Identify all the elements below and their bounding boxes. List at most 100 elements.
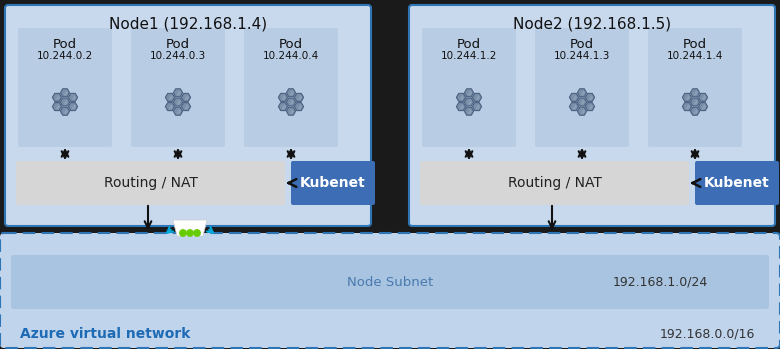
Polygon shape bbox=[289, 99, 294, 104]
Polygon shape bbox=[701, 104, 706, 109]
Polygon shape bbox=[165, 94, 175, 101]
Polygon shape bbox=[580, 99, 585, 104]
FancyBboxPatch shape bbox=[291, 161, 375, 205]
Polygon shape bbox=[459, 104, 464, 109]
Polygon shape bbox=[165, 103, 175, 111]
Polygon shape bbox=[63, 99, 68, 104]
Polygon shape bbox=[297, 104, 302, 109]
Polygon shape bbox=[173, 220, 207, 236]
Polygon shape bbox=[464, 107, 473, 115]
Polygon shape bbox=[173, 89, 183, 97]
Polygon shape bbox=[176, 90, 181, 95]
FancyBboxPatch shape bbox=[422, 28, 516, 147]
FancyBboxPatch shape bbox=[695, 161, 779, 205]
FancyBboxPatch shape bbox=[244, 28, 338, 147]
Polygon shape bbox=[60, 98, 69, 106]
Text: Node Subnet: Node Subnet bbox=[347, 275, 433, 289]
Text: Pod: Pod bbox=[570, 37, 594, 51]
Polygon shape bbox=[294, 94, 303, 101]
Polygon shape bbox=[580, 90, 585, 95]
Polygon shape bbox=[72, 95, 76, 100]
FancyBboxPatch shape bbox=[131, 28, 225, 147]
Polygon shape bbox=[690, 98, 700, 106]
Polygon shape bbox=[698, 94, 707, 101]
Polygon shape bbox=[693, 99, 698, 104]
Polygon shape bbox=[686, 95, 690, 100]
Polygon shape bbox=[569, 103, 579, 111]
Text: Kubenet: Kubenet bbox=[704, 176, 770, 190]
Polygon shape bbox=[176, 109, 181, 114]
Text: Azure virtual network: Azure virtual network bbox=[20, 327, 190, 341]
FancyBboxPatch shape bbox=[420, 161, 689, 205]
Polygon shape bbox=[282, 95, 286, 100]
Polygon shape bbox=[173, 107, 183, 115]
Circle shape bbox=[180, 230, 186, 236]
Polygon shape bbox=[456, 103, 466, 111]
Text: Pod: Pod bbox=[53, 37, 77, 51]
Polygon shape bbox=[476, 104, 480, 109]
Polygon shape bbox=[456, 94, 466, 101]
Polygon shape bbox=[690, 107, 700, 115]
Polygon shape bbox=[168, 95, 173, 100]
Text: 10.244.1.3: 10.244.1.3 bbox=[554, 51, 610, 61]
Polygon shape bbox=[185, 95, 189, 100]
Polygon shape bbox=[289, 109, 294, 114]
Text: 10.244.1.2: 10.244.1.2 bbox=[441, 51, 497, 61]
Polygon shape bbox=[467, 109, 472, 114]
Text: Kubenet: Kubenet bbox=[300, 176, 366, 190]
Polygon shape bbox=[72, 104, 76, 109]
Polygon shape bbox=[467, 99, 472, 104]
Text: 10.244.0.3: 10.244.0.3 bbox=[150, 51, 206, 61]
Text: Pod: Pod bbox=[166, 37, 190, 51]
Polygon shape bbox=[682, 94, 692, 101]
Polygon shape bbox=[286, 89, 296, 97]
Polygon shape bbox=[473, 94, 481, 101]
Polygon shape bbox=[282, 104, 286, 109]
Polygon shape bbox=[63, 90, 68, 95]
Polygon shape bbox=[467, 90, 472, 95]
FancyBboxPatch shape bbox=[16, 161, 285, 205]
Polygon shape bbox=[297, 95, 302, 100]
Polygon shape bbox=[459, 95, 464, 100]
Polygon shape bbox=[476, 95, 480, 100]
FancyBboxPatch shape bbox=[0, 233, 780, 348]
Polygon shape bbox=[577, 98, 587, 106]
Polygon shape bbox=[693, 109, 698, 114]
Polygon shape bbox=[52, 94, 62, 101]
Polygon shape bbox=[573, 95, 577, 100]
Polygon shape bbox=[690, 89, 700, 97]
FancyBboxPatch shape bbox=[5, 5, 371, 226]
FancyBboxPatch shape bbox=[11, 255, 769, 309]
Polygon shape bbox=[60, 89, 69, 97]
Polygon shape bbox=[182, 94, 190, 101]
Polygon shape bbox=[176, 99, 181, 104]
Text: 10.244.0.2: 10.244.0.2 bbox=[37, 51, 93, 61]
Text: 10.244.1.4: 10.244.1.4 bbox=[667, 51, 723, 61]
FancyBboxPatch shape bbox=[648, 28, 742, 147]
Polygon shape bbox=[63, 109, 68, 114]
Polygon shape bbox=[182, 103, 190, 111]
Text: Pod: Pod bbox=[279, 37, 303, 51]
Polygon shape bbox=[286, 107, 296, 115]
FancyBboxPatch shape bbox=[18, 28, 112, 147]
Polygon shape bbox=[464, 89, 473, 97]
Polygon shape bbox=[52, 103, 62, 111]
Polygon shape bbox=[682, 103, 692, 111]
Polygon shape bbox=[69, 103, 77, 111]
Circle shape bbox=[193, 230, 200, 236]
Text: Routing / NAT: Routing / NAT bbox=[104, 176, 197, 190]
Polygon shape bbox=[589, 95, 593, 100]
Polygon shape bbox=[60, 107, 69, 115]
Polygon shape bbox=[701, 95, 706, 100]
Text: Node1 (192.168.1.4): Node1 (192.168.1.4) bbox=[109, 16, 267, 31]
Text: Routing / NAT: Routing / NAT bbox=[508, 176, 601, 190]
Polygon shape bbox=[278, 94, 288, 101]
Polygon shape bbox=[286, 98, 296, 106]
Polygon shape bbox=[580, 109, 585, 114]
Polygon shape bbox=[577, 89, 587, 97]
Polygon shape bbox=[278, 103, 288, 111]
FancyBboxPatch shape bbox=[409, 5, 775, 226]
Polygon shape bbox=[577, 107, 587, 115]
Polygon shape bbox=[294, 103, 303, 111]
Polygon shape bbox=[473, 103, 481, 111]
